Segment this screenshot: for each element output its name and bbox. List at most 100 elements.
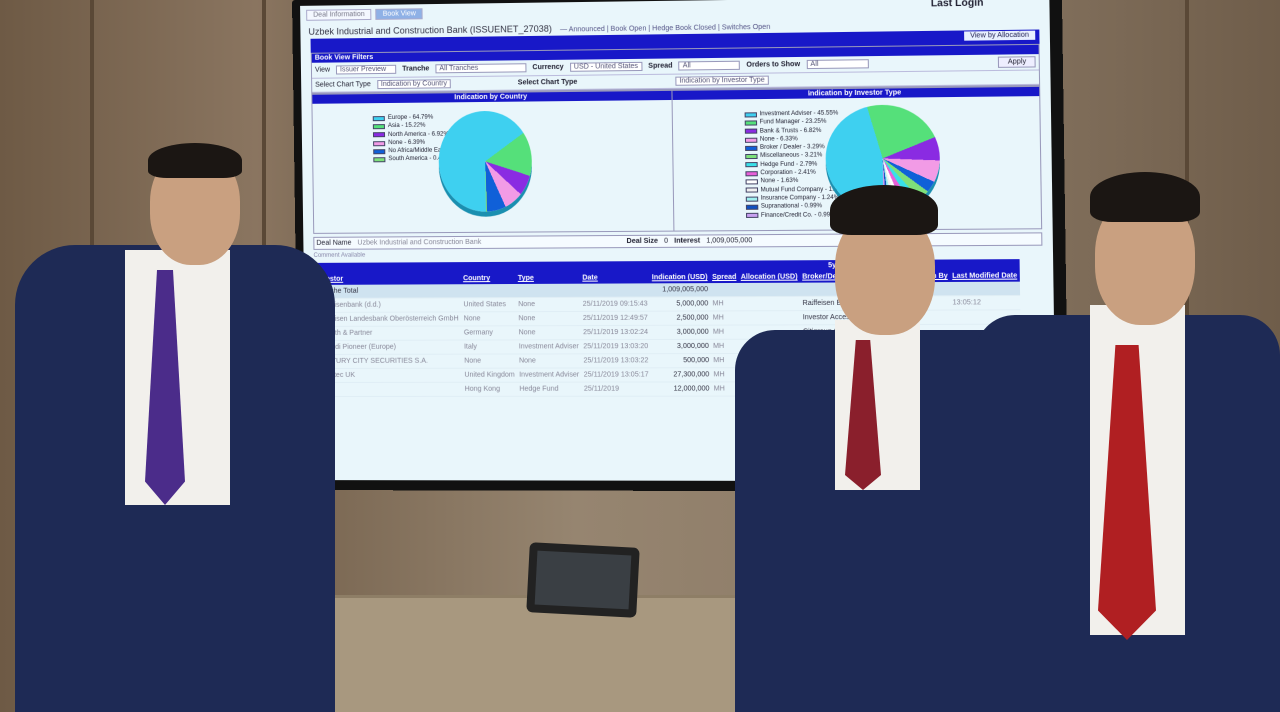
legend-label: Finance/Credit Co. - 0.99% [760, 211, 836, 219]
chart-type-left-select[interactable]: Indication by Country [376, 79, 452, 90]
pie-chart [438, 110, 533, 212]
last-login: Last Login [927, 0, 987, 10]
legend-swatch [745, 187, 758, 193]
legend-swatch [745, 179, 758, 185]
legend-swatch [744, 137, 757, 143]
legend-label: Europe - 64.79% [387, 114, 434, 122]
conference-tablet [526, 542, 640, 618]
column-header[interactable]: Last Modified Date [950, 270, 1020, 282]
cell-investor: Amundi Pioneer (Europe) [314, 340, 463, 355]
cell-type: None [516, 311, 581, 326]
chart-title: Indication by Country [312, 90, 672, 104]
orders-select[interactable]: All [806, 59, 869, 70]
cell-country: United States [461, 297, 517, 312]
cell-spread: MH [710, 296, 740, 311]
deal-status: — Announced | Book Open | Hedge Book Clo… [559, 23, 771, 34]
chart-title: Indication by Investor Type [671, 86, 1040, 100]
legend-label: North America - 6.92% [388, 131, 449, 138]
legend-swatch [744, 120, 757, 126]
chart-type-label-right: Select Chart Type [517, 78, 578, 87]
column-header[interactable]: Type [515, 272, 581, 284]
spread-label: Spread [648, 62, 673, 70]
column-header[interactable]: Investor [313, 273, 462, 285]
legend-label: None - 6.39% [388, 139, 426, 147]
legend-swatch [373, 157, 386, 163]
cell-type: None [516, 325, 582, 340]
tranche-label: Tranche [402, 65, 430, 73]
cell-country: None [462, 354, 518, 369]
column-header[interactable]: Indication (USD) [649, 271, 711, 284]
cell-indication: 12,000,000 [651, 381, 712, 397]
cell-type: None [516, 353, 582, 369]
cell-indication: 500,000 [650, 353, 712, 368]
interest-label: Interest [674, 237, 701, 245]
view-select[interactable]: Issuer Preview [335, 64, 397, 75]
cell-date: 25/11/2019 09:15:43 [580, 297, 651, 312]
legend-swatch [372, 132, 386, 138]
legend-swatch [373, 148, 386, 155]
tab-deal-information[interactable]: Deal Information [306, 8, 372, 21]
legend-label: None - 1.63% [760, 178, 799, 185]
cell-date: 25/11/2019 12:49:57 [580, 311, 651, 326]
view-by-allocation-button[interactable]: View by Allocation [963, 30, 1036, 41]
cell-country: Germany [461, 325, 517, 341]
column-header[interactable]: Country [460, 272, 516, 285]
column-header[interactable]: Spread [709, 271, 739, 284]
cell-type: Hedge Fund [517, 382, 582, 397]
cell-country: Hong Kong [462, 382, 518, 397]
cell-spread: MH [710, 325, 740, 340]
tranche-total-value: 1,009,005,000 [649, 283, 711, 298]
cell-allocation [738, 296, 801, 311]
interest-value: 1,009,005,000 [706, 237, 753, 245]
apply-button[interactable]: Apply [998, 56, 1036, 68]
cell-allocation [739, 310, 801, 326]
cell-date: 25/11/2019 13:03:20 [581, 339, 651, 354]
cell-investor [315, 382, 463, 397]
cell-investor: Raiffeisenbank (d.d.) [314, 297, 462, 313]
cell-date: 25/11/2019 13:03:22 [581, 353, 652, 368]
cell-indication: 3,000,000 [650, 325, 711, 340]
cell-country: Italy [461, 339, 517, 355]
cell-indication: 27,300,000 [651, 367, 712, 383]
legend-swatch [744, 170, 758, 177]
legend-swatch [744, 154, 758, 160]
deal-size-label: Deal Size [626, 237, 659, 246]
legend-item: Insurance Company - 1.24% [745, 194, 846, 203]
cell-spread: MH [710, 310, 740, 326]
legend-swatch [373, 140, 386, 146]
cell-type: Investment Adviser [516, 339, 582, 355]
cell-type: None [516, 297, 581, 312]
chart-type-label: Select Chart Type [315, 81, 371, 89]
tab-book-view[interactable]: Book View [375, 8, 423, 20]
tranche-select[interactable]: All Tranches [435, 63, 527, 74]
cell-date: 25/11/2019 13:02:24 [580, 325, 651, 340]
cell-spread: MH [710, 339, 740, 354]
deal-name-value: Uzbek Industrial and Construction Bank [357, 238, 482, 247]
orders-label: Orders to Show [746, 61, 801, 69]
cell-country: United Kingdom [462, 368, 518, 383]
cell-investor: Raiffeisen Landesbank Oberösterreich Gmb… [314, 311, 462, 327]
chart-type-right-select[interactable]: Indication by Investor Type [675, 75, 769, 86]
currency-select[interactable]: USD - United States [569, 61, 643, 72]
deal-name-label: Deal Name [316, 239, 352, 247]
column-header[interactable]: Allocation (USD) [738, 271, 801, 283]
cell-date: 25/11/2019 13:05:17 [581, 367, 652, 383]
cabinet [325, 595, 755, 712]
legend-swatch [745, 204, 758, 210]
deal-size-value: 0 [664, 237, 669, 245]
country-chart: Indication by Country Europe - 64.79% Asi… [312, 90, 674, 233]
legend-label: Asia - 15.22% [387, 122, 426, 130]
cell-type: Investment Adviser [517, 367, 582, 383]
cell-investor: Schroth & Partner [314, 325, 462, 341]
currency-label: Currency [532, 63, 564, 72]
legend-swatch [372, 124, 385, 130]
cell-modified: 13:05:12 [950, 295, 1021, 311]
cell-indication: 2,500,000 [650, 310, 711, 326]
cell-country: None [461, 311, 517, 326]
comment-available: Comment Available [313, 252, 366, 259]
legend-swatch [744, 128, 757, 134]
spread-select[interactable]: All [678, 60, 741, 71]
legend-swatch [744, 162, 758, 168]
column-header[interactable]: Date [580, 272, 650, 284]
tranche-total-label: Tranche Total [313, 283, 651, 299]
